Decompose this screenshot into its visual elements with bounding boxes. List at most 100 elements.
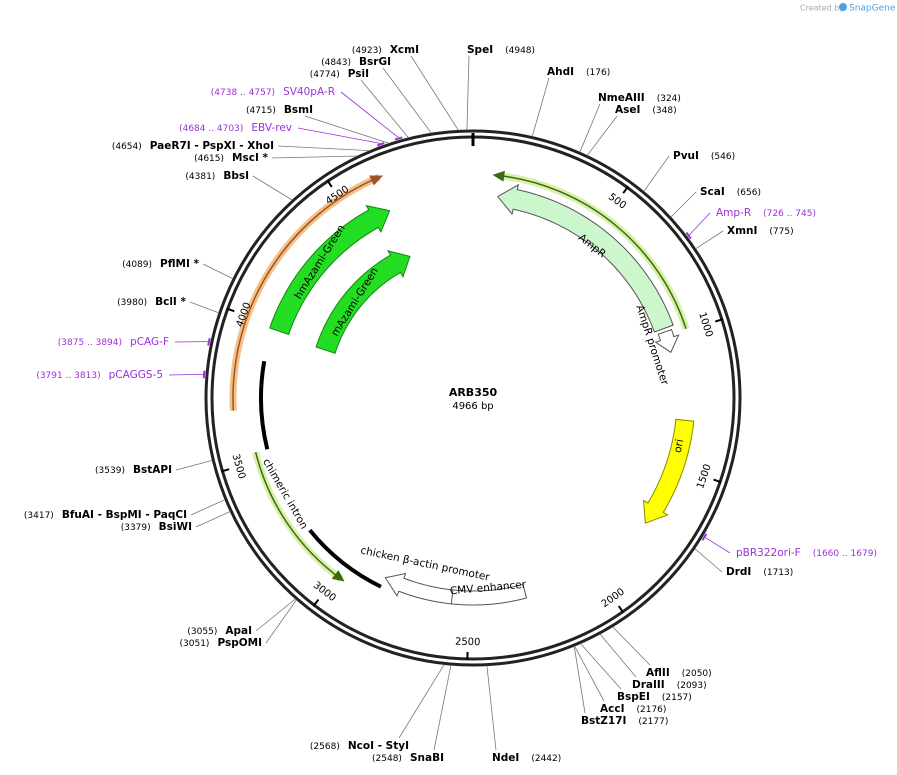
- plasmid-name: ARB350: [449, 386, 498, 399]
- primer-label: (4738 .. 4757) SV40pA-R: [211, 86, 335, 98]
- enzyme-name: ScaI: [700, 186, 725, 198]
- ruler-tick: [617, 605, 625, 614]
- primer-mark: [394, 136, 403, 141]
- primer-mark: [202, 370, 206, 379]
- enzyme-name: AflII: [646, 667, 670, 679]
- enzyme-position: (4089): [122, 260, 152, 270]
- enzyme-line: [612, 626, 651, 666]
- enzyme-label: SpeI (4948): [467, 44, 535, 56]
- primer-name: EBV-rev: [251, 122, 292, 134]
- enzyme-label: BspEI (2157): [617, 691, 692, 703]
- ruler-tick: [221, 468, 230, 473]
- brand-logo: [839, 3, 847, 11]
- primer-range: (4738 .. 4757): [211, 88, 275, 98]
- enzyme-label: (4381) BbsI: [185, 170, 249, 182]
- enzyme-line: [202, 263, 234, 280]
- enzyme-label: (4654) PaeR7I - PspXI - XhoI: [112, 140, 274, 152]
- enzyme-name: XcmI: [390, 44, 419, 56]
- enzyme-name: SpeI: [467, 44, 493, 56]
- enzyme-label: XmnI (775): [727, 225, 794, 237]
- plasmid-size: 4966 bp: [452, 401, 493, 412]
- enzyme-line: [382, 67, 432, 134]
- primer-range: (3791 .. 3813): [36, 371, 100, 381]
- enzyme-position: (656): [737, 188, 761, 198]
- enzyme-line: [175, 459, 213, 471]
- enzyme-position: (2177): [638, 717, 668, 727]
- enzyme-position: (2548): [372, 754, 402, 764]
- enzyme-position: (2050): [682, 669, 712, 679]
- ruler-label: 3000: [311, 580, 338, 604]
- enzyme-name: BsmI: [284, 104, 313, 116]
- enzyme-label: AseI (348): [615, 104, 677, 116]
- enzyme-label: (3417) BfuAI - BspMI - PaqCI: [24, 509, 187, 521]
- enzyme-label: (4089) PflMI *: [122, 258, 199, 270]
- enzyme-label: BstZ17I (2177): [581, 715, 668, 727]
- feature-arrowhead: [331, 570, 345, 582]
- enzyme-position: (3980): [117, 298, 147, 308]
- enzyme-name: NdeI: [492, 752, 519, 764]
- ruler-label: 500: [606, 192, 628, 212]
- feature-label: chicken β-actin promoter: [359, 544, 491, 583]
- feature-divider: [450, 589, 454, 604]
- enzyme-label: PvuI (546): [673, 150, 735, 162]
- primer-range: (4684 .. 4703): [179, 124, 243, 134]
- enzyme-label: (3379) BsiWI: [121, 521, 192, 533]
- primer-line: [689, 212, 711, 236]
- primer-name: Amp-R: [716, 207, 751, 219]
- feature-label: mAzami-Green: [329, 266, 381, 339]
- enzyme-position: (4948): [505, 46, 535, 56]
- enzyme-name: BsiWI: [159, 521, 192, 533]
- enzyme-line: [531, 77, 550, 137]
- enzyme-name: NmeAIII: [598, 92, 645, 104]
- enzyme-line: [466, 55, 470, 131]
- enzyme-position: (2093): [677, 681, 707, 691]
- enzyme-position: (3379): [121, 523, 151, 533]
- enzyme-position: (2442): [531, 754, 561, 764]
- primer-mark: [685, 231, 692, 240]
- enzyme-position: (324): [657, 94, 681, 104]
- enzyme-line: [398, 664, 445, 739]
- enzyme-position: (4381): [185, 172, 215, 182]
- primer-name: pCAGGS-5: [109, 369, 163, 381]
- enzyme-position: (546): [711, 152, 735, 162]
- enzyme-position: (2157): [662, 693, 692, 703]
- ruler-label: 2500: [455, 637, 481, 649]
- ruler-tick: [326, 179, 333, 188]
- enzyme-line: [579, 103, 601, 153]
- ruler-tick: [622, 186, 629, 194]
- enzyme-position: (3417): [24, 511, 54, 521]
- enzyme-line: [486, 665, 497, 751]
- enzyme-line: [195, 511, 231, 528]
- primer-name: pBR322ori-F: [736, 547, 801, 559]
- enzyme-label: (2548) SnaBI: [372, 752, 444, 764]
- feature-line: [500, 174, 687, 330]
- enzyme-position: (4774): [310, 70, 340, 80]
- enzyme-label: (3051) PspOMI: [180, 637, 263, 649]
- enzyme-line: [694, 548, 723, 573]
- feature-arrow: [269, 204, 391, 336]
- enzyme-label: AflII (2050): [646, 667, 712, 679]
- primer-mark: [207, 337, 211, 346]
- feature-arrow: [315, 249, 411, 354]
- ruler-label: 1500: [695, 463, 714, 491]
- primer-label: (3791 .. 3813) pCAGGS-5: [36, 369, 163, 381]
- feature-arrow: [384, 572, 528, 606]
- ruler-tick: [226, 307, 235, 313]
- feature-arrow: [496, 183, 674, 333]
- feature-arrow: [643, 418, 695, 524]
- enzyme-line: [599, 633, 637, 678]
- enzyme-position: (4654): [112, 142, 142, 152]
- primer-label: Amp-R (726 .. 745): [716, 207, 816, 219]
- features-layer: [229, 170, 695, 606]
- enzyme-position: (3055): [187, 627, 217, 637]
- enzyme-position: (4615): [194, 154, 224, 164]
- primer-name: SV40pA-R: [283, 86, 335, 98]
- feature-label: ori: [672, 438, 686, 454]
- enzyme-line: [574, 645, 605, 702]
- ruler-label: 3500: [229, 453, 247, 481]
- enzyme-name: BsrGI: [359, 56, 391, 68]
- enzyme-label: AhdI (176): [547, 66, 610, 78]
- ruler-tick: [713, 478, 722, 484]
- primer-range: (1660 .. 1679): [813, 549, 877, 559]
